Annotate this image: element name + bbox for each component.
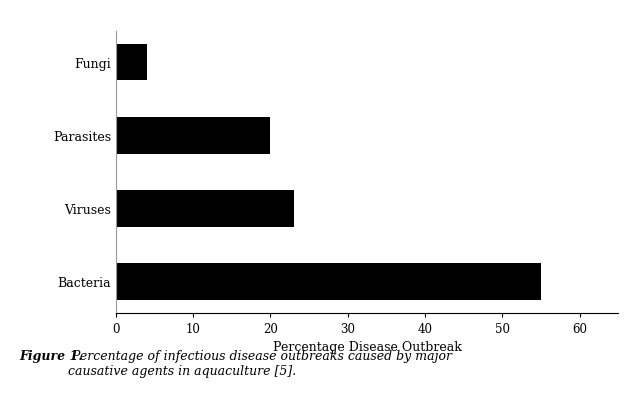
Text: Figure 1.: Figure 1.	[19, 349, 83, 362]
X-axis label: Percentage Disease Outbreak: Percentage Disease Outbreak	[272, 340, 462, 353]
Bar	[116, 190, 294, 227]
Text: Percentage of infectious disease outbreaks caused by major
causative agents in a: Percentage of infectious disease outbrea…	[68, 349, 452, 377]
Bar	[116, 118, 270, 154]
Bar	[116, 45, 147, 81]
Bar	[116, 263, 541, 300]
